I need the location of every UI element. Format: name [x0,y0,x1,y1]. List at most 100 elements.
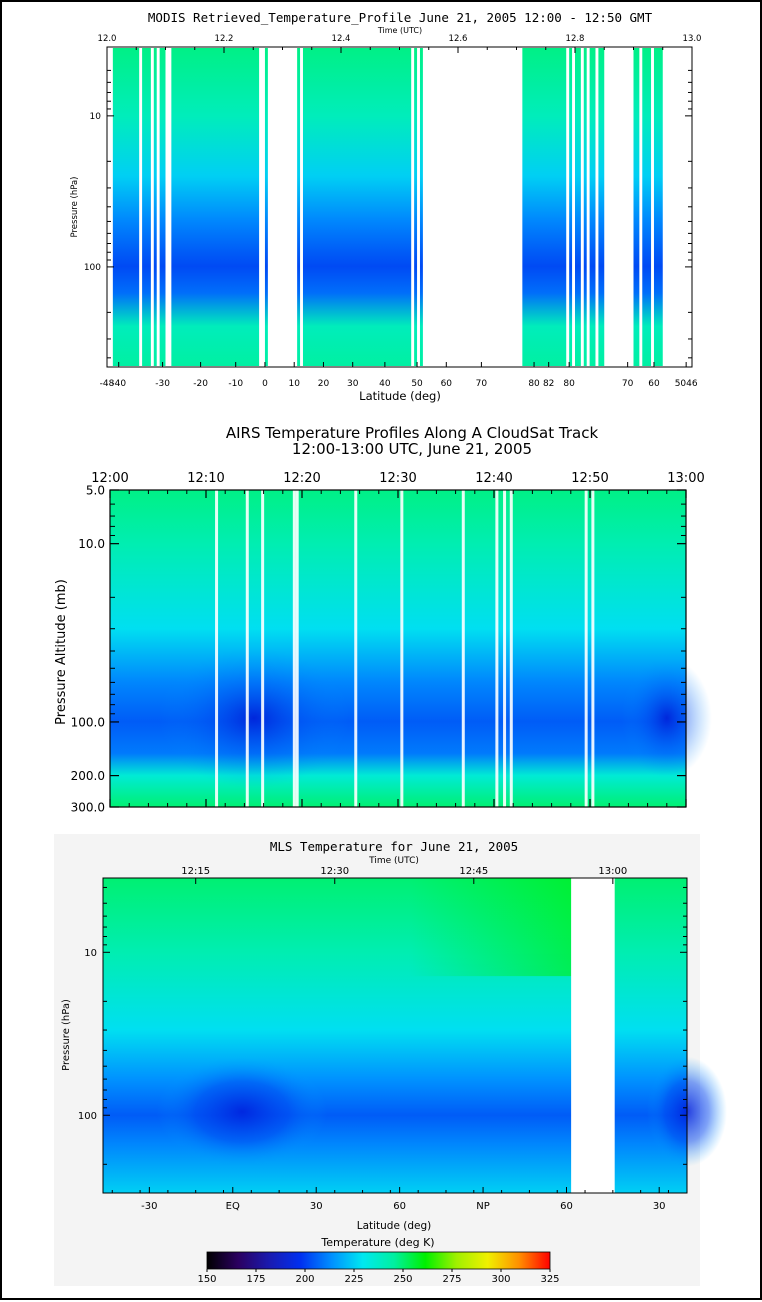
airs-top-tick-label: 12:40 [475,471,512,486]
airs-y-tick-label: 10.0 [78,537,105,551]
modis-bottom-tick-label: -48 [100,379,115,389]
airs-y-tick-label: 300.0 [71,801,105,815]
modis-bottom-tick-label: 50 [411,379,423,389]
modis-xlabel: Latitude (deg) [359,389,441,403]
mls-bottom-tick-label: NP [476,1201,490,1212]
modis-top-tick-label: 12.8 [566,34,585,44]
colorbar-tick-label: 175 [246,1274,265,1285]
airs-gap-line [584,490,588,807]
modis-bottom-tick-label: -10 [228,379,243,389]
modis-top-tick-label: 12.2 [215,34,234,44]
modis-data-column [642,48,652,366]
airs-ylabel: Pressure Altitude (mb) [54,579,69,725]
colorbar-tick-label: 250 [393,1274,412,1285]
modis-bottom-tick-label: -30 [155,379,170,389]
airs-gap-line [509,490,513,807]
modis-data-column [633,48,640,366]
mls-top-tick-label: 12:30 [320,866,349,877]
airs-y-tick-label: 100.0 [71,715,105,729]
modis-heatmap [112,48,663,366]
modis-data-column [171,48,260,366]
mls-heatmap [103,878,727,1193]
modis-top-tick-label: 12.0 [98,34,117,44]
airs-cold-region-right [621,657,712,778]
modis-bottom-tick-label: 30 [347,379,359,389]
airs-gap-line [261,490,265,807]
modis-ylabel: Pressure (hPa) [70,177,80,238]
mls-bottom-tick-label: -30 [141,1201,157,1212]
modis-bottom-tick-label: 10 [288,379,300,389]
mls-plot-border [102,877,688,1194]
airs-subtitle: 12:00-13:00 UTC, June 21, 2005 [292,440,532,458]
mls-time-label: Time (UTC) [368,856,419,866]
airs-y-tick-label: 5.0 [86,484,105,498]
modis-bottom-tick-label: 80 [528,379,540,389]
airs-top-tick-label: 12:00 [91,471,128,486]
modis-top-tick-label: 12.4 [332,34,351,44]
modis-data-column [589,48,596,366]
modis-data-column [522,48,567,366]
airs-title: AIRS Temperature Profiles Along A CloudS… [226,424,599,442]
colorbar-tick-label: 275 [442,1274,461,1285]
mls-title: MLS Temperature for June 21, 2005 [270,839,518,854]
modis-y-tick-label: 100 [84,263,101,273]
airs-top-tick-label: 13:00 [667,471,704,486]
modis-data-column [575,48,581,366]
modis-bottom-tick-label: -40 [111,379,126,389]
colorbar-tick-label: 150 [197,1274,216,1285]
airs-top-tick-label: 12:10 [187,471,224,486]
modis-data-column [159,48,166,366]
mls-cold-region [157,1056,328,1167]
mls-y-tick-label: 100 [78,1111,97,1122]
mls-y-tick-label: 10 [84,948,97,959]
modis-title: MODIS Retrieved_Temperature_Profile June… [148,10,653,25]
modis-data-column [142,48,151,366]
colorbar-tick-label: 200 [295,1274,314,1285]
modis-bottom-tick-label: 0 [262,379,268,389]
modis-data-column [598,48,605,366]
modis-axes: 12.0 12.2 12.4 12.6 12.8 13.0 -48-40 -30 -20 -10 0… [84,34,702,389]
colorbar-label: Temperature (deg K) [320,1236,434,1249]
airs-top-tick-label: 12:50 [571,471,608,486]
mls-bottom-tick-label: 30 [310,1201,323,1212]
airs-gap-line [495,490,499,807]
modis-bottom-tick-label: 70 [622,379,634,389]
mls-top-tick-label: 12:45 [459,866,488,877]
airs-gap-line [354,490,358,807]
modis-data-column [583,48,587,366]
airs-gap-line [503,490,507,807]
modis-time-label: Time (UTC) [377,26,422,35]
modis-data-column [153,48,157,366]
modis-bottom-tick-label: 60 [441,379,453,389]
airs-gap-line [215,490,219,807]
modis-top-tick-label: 12.6 [449,34,468,44]
colorbar-ramp [206,1251,551,1270]
modis-y-tick-label: 10 [90,112,102,122]
airs-cold-region [159,647,349,788]
airs-gap-line [292,490,296,807]
modis-data-column [264,48,268,366]
modis-bottom-tick-label: 60 [648,379,660,389]
airs-gap-line [245,490,249,807]
modis-bottom-tick-label: 5046 [675,379,698,389]
modis-data-column [302,48,412,366]
modis-bottom-tick-label: 40 [379,379,391,389]
modis-data-column [297,48,301,366]
colorbar-tick-label: 325 [540,1274,559,1285]
mls-top-tick-label: 12:15 [181,866,210,877]
mls-bottom-tick-label: 60 [560,1201,573,1212]
modis-data-column [112,48,140,366]
mls-warm-region [408,878,572,977]
modis-bottom-tick-label: -20 [193,379,208,389]
colorbar-tick-label: 300 [491,1274,510,1285]
modis-bottom-tick-label: 70 [476,379,488,389]
modis-data-column [653,48,663,366]
mls-axes: 12:15 12:30 12:45 13:00 -30 EQ 30 60 NP 60 30 10 100 [78,866,687,1212]
mls-gap-region [571,878,615,1193]
airs-top-tick-label: 12:30 [379,471,416,486]
modis-data-column [419,48,423,366]
colorbar: 150 175 200 225 250 275 300 325 [197,1251,560,1285]
airs-y-tick-label: 200.0 [71,769,105,783]
